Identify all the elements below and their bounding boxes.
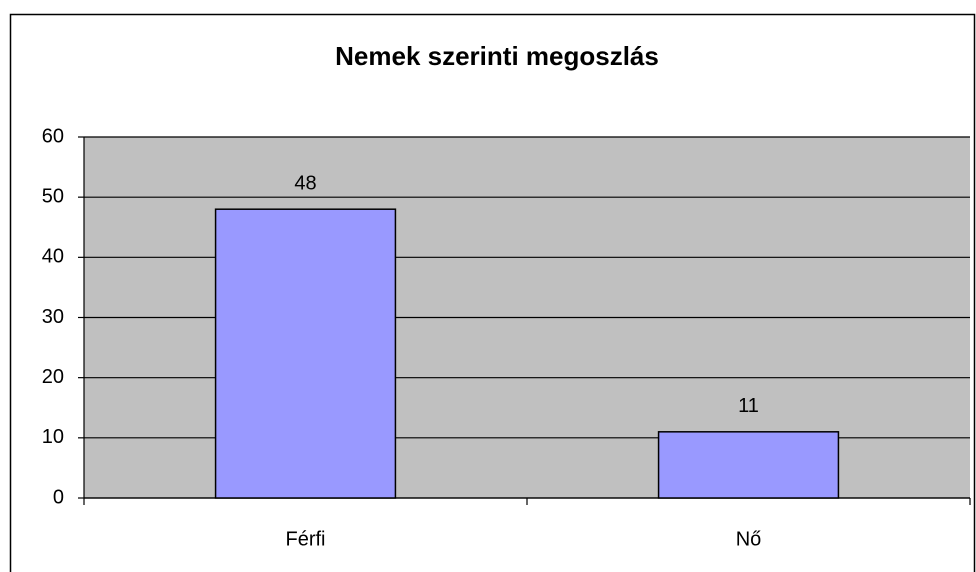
y-tick-label: 50 <box>42 185 64 207</box>
y-tick-label: 30 <box>42 306 64 328</box>
x-tick-label: Férfi <box>286 528 326 550</box>
y-tick-label: 0 <box>53 486 64 508</box>
y-tick-label: 60 <box>42 125 64 147</box>
y-tick-label: 20 <box>42 366 64 388</box>
chart-title: Nemek szerinti megoszlás <box>335 41 659 71</box>
bar <box>214 208 397 499</box>
y-tick-label: 10 <box>42 426 64 448</box>
data-label: 11 <box>738 395 759 417</box>
data-label: 48 <box>294 172 316 194</box>
chart-border <box>9 13 976 572</box>
y-tick-label: 40 <box>42 246 64 268</box>
x-tick-label: Nő <box>736 528 762 550</box>
bar <box>657 431 840 499</box>
